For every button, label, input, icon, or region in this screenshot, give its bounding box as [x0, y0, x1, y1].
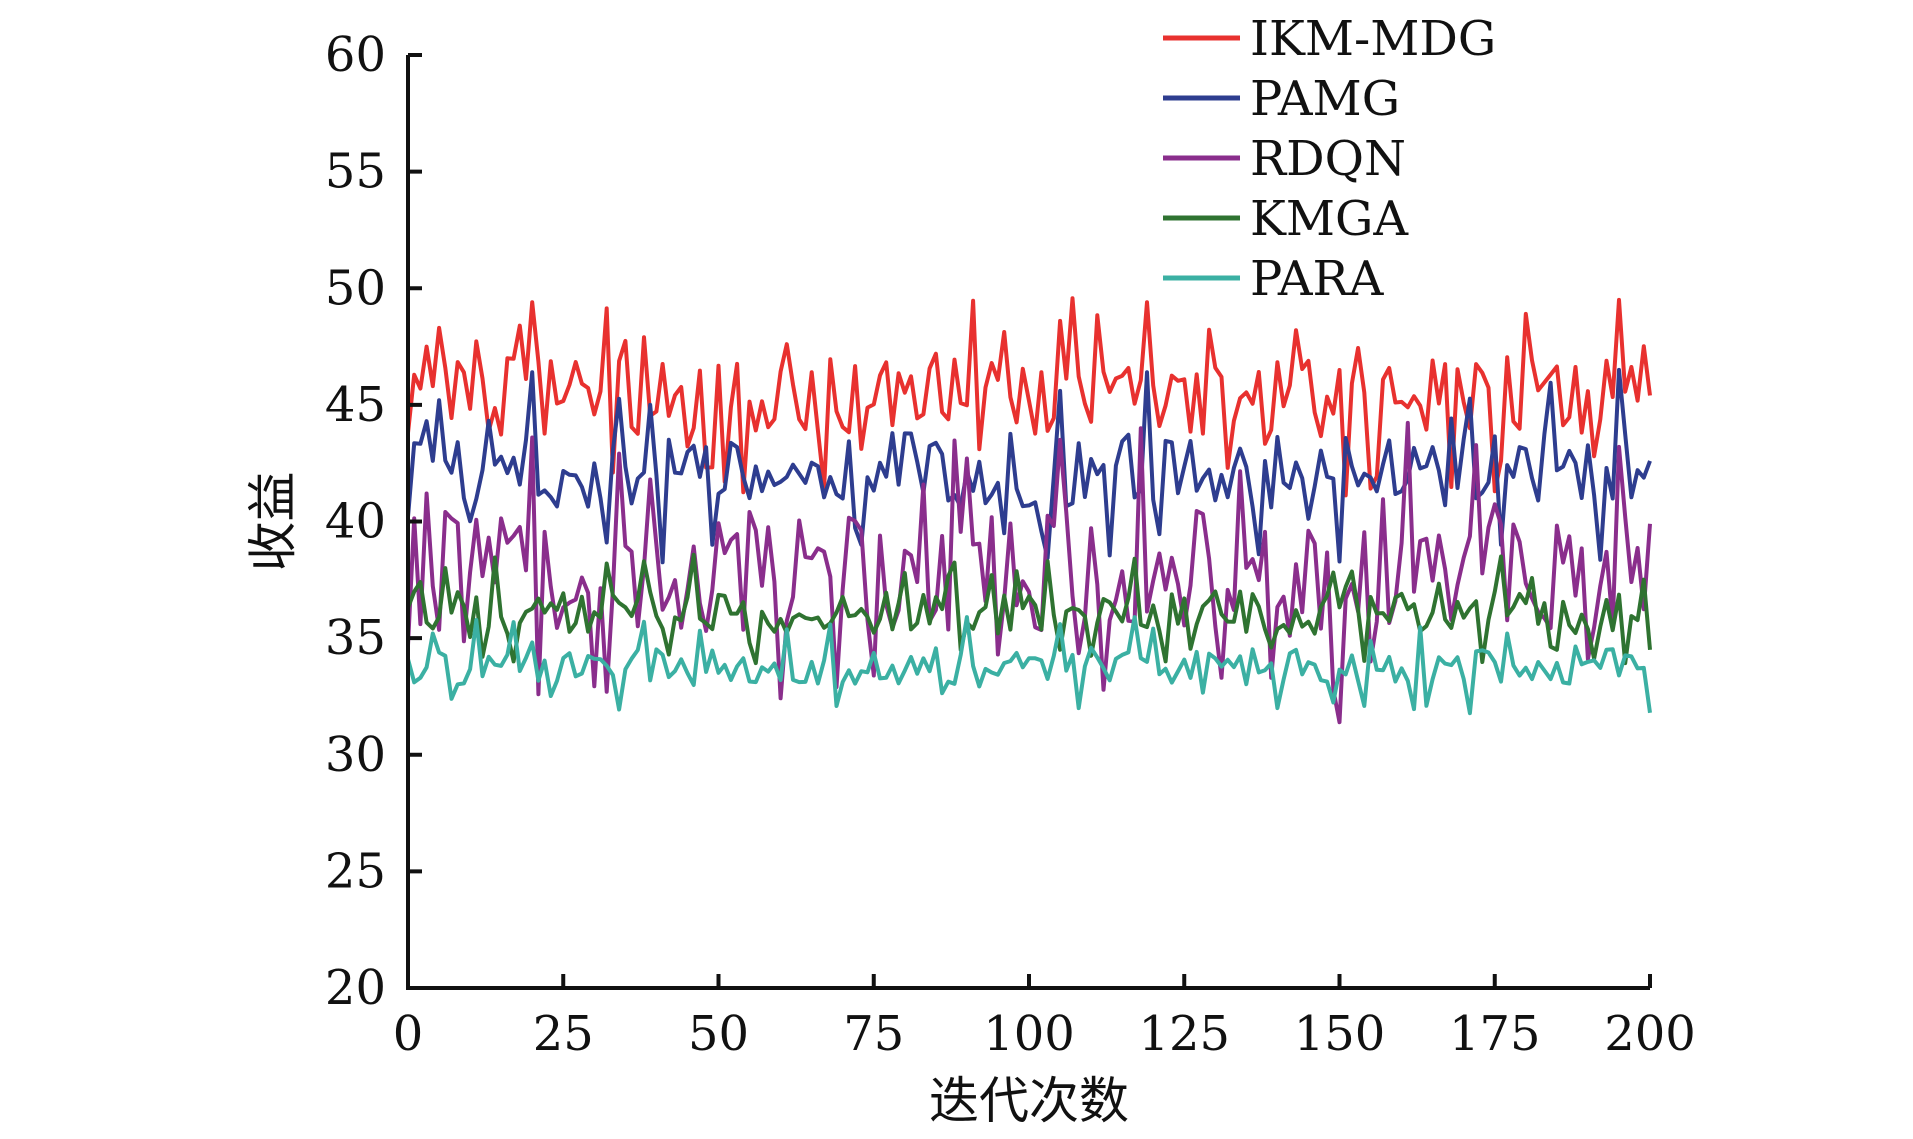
y-tick-label: 45	[325, 377, 386, 433]
x-tick-label: 100	[983, 1006, 1075, 1062]
y-tick-label: 30	[325, 727, 386, 783]
y-tick-label: 35	[325, 610, 386, 666]
legend-label-ikm-mdg: IKM-MDG	[1250, 11, 1496, 67]
tick-labels: 20 25 30 35 40 45 50 55 60 0 25 50 75 100 125 150 175 200	[325, 27, 1696, 1062]
series-line-rdqn	[406, 420, 1652, 725]
x-tick-label: 75	[843, 1006, 904, 1062]
series-line-kmga	[406, 552, 1652, 666]
x-tick-label: 0	[393, 1006, 424, 1062]
legend-label-kmga: KMGA	[1250, 191, 1409, 247]
x-tick-label: 25	[533, 1006, 594, 1062]
y-tick-label: 60	[325, 27, 386, 83]
legend-label-pamg: PAMG	[1250, 71, 1400, 127]
x-tick-label: 125	[1138, 1006, 1230, 1062]
x-tick-label: 150	[1294, 1006, 1386, 1062]
y-tick-label: 25	[325, 843, 386, 899]
axes	[406, 53, 1652, 990]
x-tick-label: 50	[688, 1006, 749, 1062]
y-tick-label: 40	[325, 494, 386, 550]
legend-label-rdqn: RDQN	[1250, 131, 1406, 187]
y-tick-label: 20	[325, 960, 386, 1016]
series-layer	[406, 296, 1652, 725]
x-tick-label: 175	[1449, 1006, 1541, 1062]
x-axis-title: 迭代次数	[929, 1072, 1129, 1130]
legend-label-para: PARA	[1250, 251, 1385, 307]
y-tick-label: 50	[325, 260, 386, 316]
y-axis-title: 收益	[244, 472, 302, 572]
series-line-para	[406, 615, 1652, 716]
series-line-pamg	[406, 367, 1652, 565]
y-tick-label: 55	[325, 144, 386, 200]
x-tick-label: 200	[1604, 1006, 1696, 1062]
